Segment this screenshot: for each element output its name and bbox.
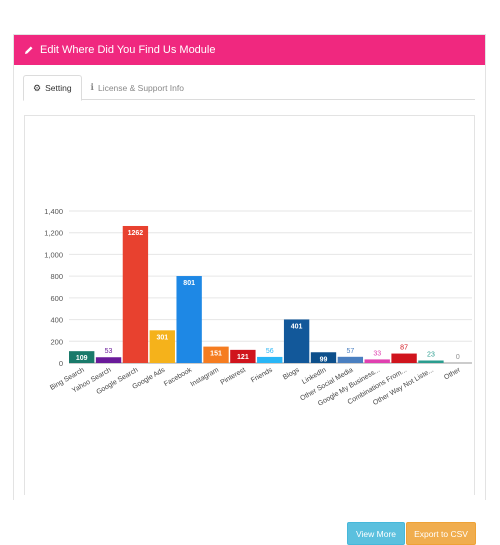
data-label: 99 [320, 356, 328, 363]
info-icon: ℹ [90, 82, 94, 92]
gear-icon: ⚙ [33, 82, 42, 93]
tab-bar: ⚙ Setting ℹ License & Support Info [23, 75, 475, 101]
bar [391, 353, 417, 363]
bar [149, 330, 175, 363]
y-tick-label: 1,200 [44, 229, 63, 238]
bar [176, 276, 202, 363]
panel-header: Edit Where Did You Find Us Module [14, 35, 485, 65]
export-csv-button[interactable]: Export to CSV [406, 522, 476, 545]
page-title: Edit Where Did You Find Us Module [40, 44, 216, 56]
tab-license-label: License & Support Info [97, 82, 184, 93]
y-tick-label: 200 [50, 337, 63, 346]
y-tick-label: 0 [59, 359, 63, 368]
y-tick-label: 400 [50, 316, 63, 325]
x-tick-label: Friends [250, 366, 274, 384]
data-label: 1262 [128, 230, 144, 237]
data-label: 401 [291, 323, 303, 330]
data-label: 0 [456, 354, 460, 361]
bar [337, 356, 364, 363]
y-tick-label: 800 [50, 272, 63, 281]
data-label: 57 [346, 348, 354, 355]
bar [257, 356, 283, 363]
x-tick-label: Blogs [282, 366, 301, 381]
x-tick-label: Instagram [190, 367, 221, 389]
tab-setting[interactable]: ⚙ Setting [23, 75, 82, 101]
data-label: 33 [373, 350, 381, 357]
module-panel: Edit Where Did You Find Us Module ⚙ Sett… [13, 34, 486, 545]
data-label: 56 [266, 348, 274, 355]
data-label: 151 [210, 351, 222, 358]
bar [364, 359, 390, 363]
x-tick-label: Other [443, 366, 462, 381]
x-tick-label: Facebook [163, 366, 194, 388]
bar [122, 225, 149, 363]
bar [310, 352, 337, 363]
data-label: 109 [76, 355, 88, 362]
data-label: 23 [427, 352, 435, 359]
x-tick-label: Pinterest [219, 367, 246, 387]
bar [203, 346, 229, 363]
tab-license-support[interactable]: ℹ License & Support Info [82, 75, 193, 100]
data-label: 53 [105, 348, 113, 355]
chart-container: 0 200 400 600 800 1,000 1,200 1,400 109 Bing Sear… [24, 115, 476, 545]
bar [95, 357, 122, 363]
y-tick-label: 600 [50, 294, 63, 303]
bar [230, 349, 256, 363]
y-tick-label: 1,000 [44, 250, 63, 259]
pencil-icon [25, 46, 33, 54]
bar [418, 360, 444, 363]
view-more-button[interactable]: View More [347, 522, 405, 545]
bar [283, 319, 310, 363]
y-tick-label: 1,400 [44, 207, 63, 216]
data-label: 87 [400, 345, 408, 352]
tab-setting-label: Setting [45, 83, 72, 93]
data-label: 301 [156, 334, 168, 341]
bar [69, 351, 95, 363]
data-label: 121 [237, 354, 249, 361]
data-label: 801 [183, 280, 195, 287]
